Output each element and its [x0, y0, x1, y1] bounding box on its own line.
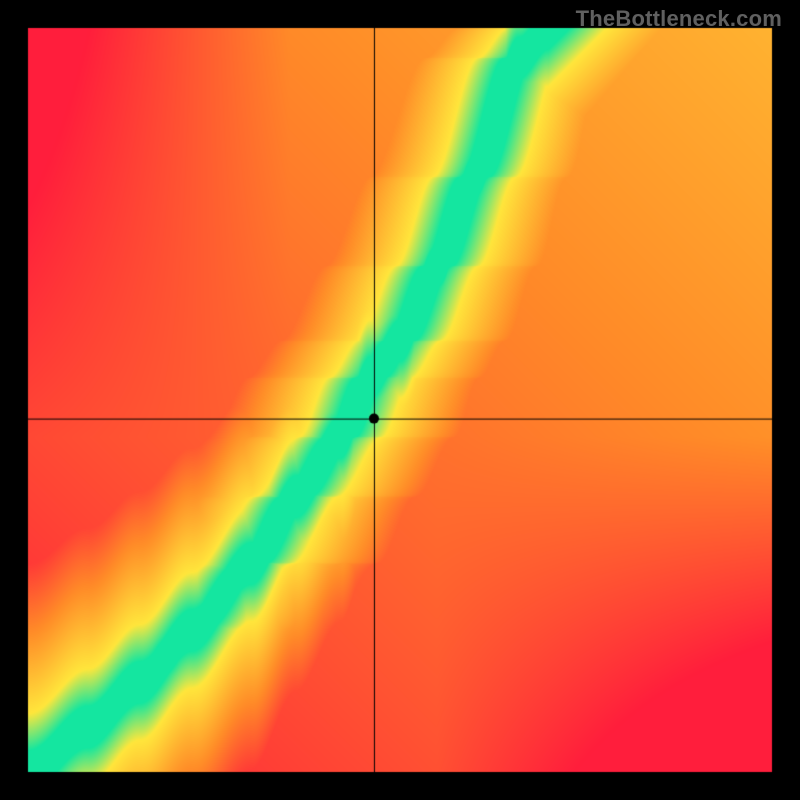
watermark-text: TheBottleneck.com [576, 6, 782, 32]
bottleneck-heatmap [0, 0, 800, 800]
chart-container: TheBottleneck.com [0, 0, 800, 800]
